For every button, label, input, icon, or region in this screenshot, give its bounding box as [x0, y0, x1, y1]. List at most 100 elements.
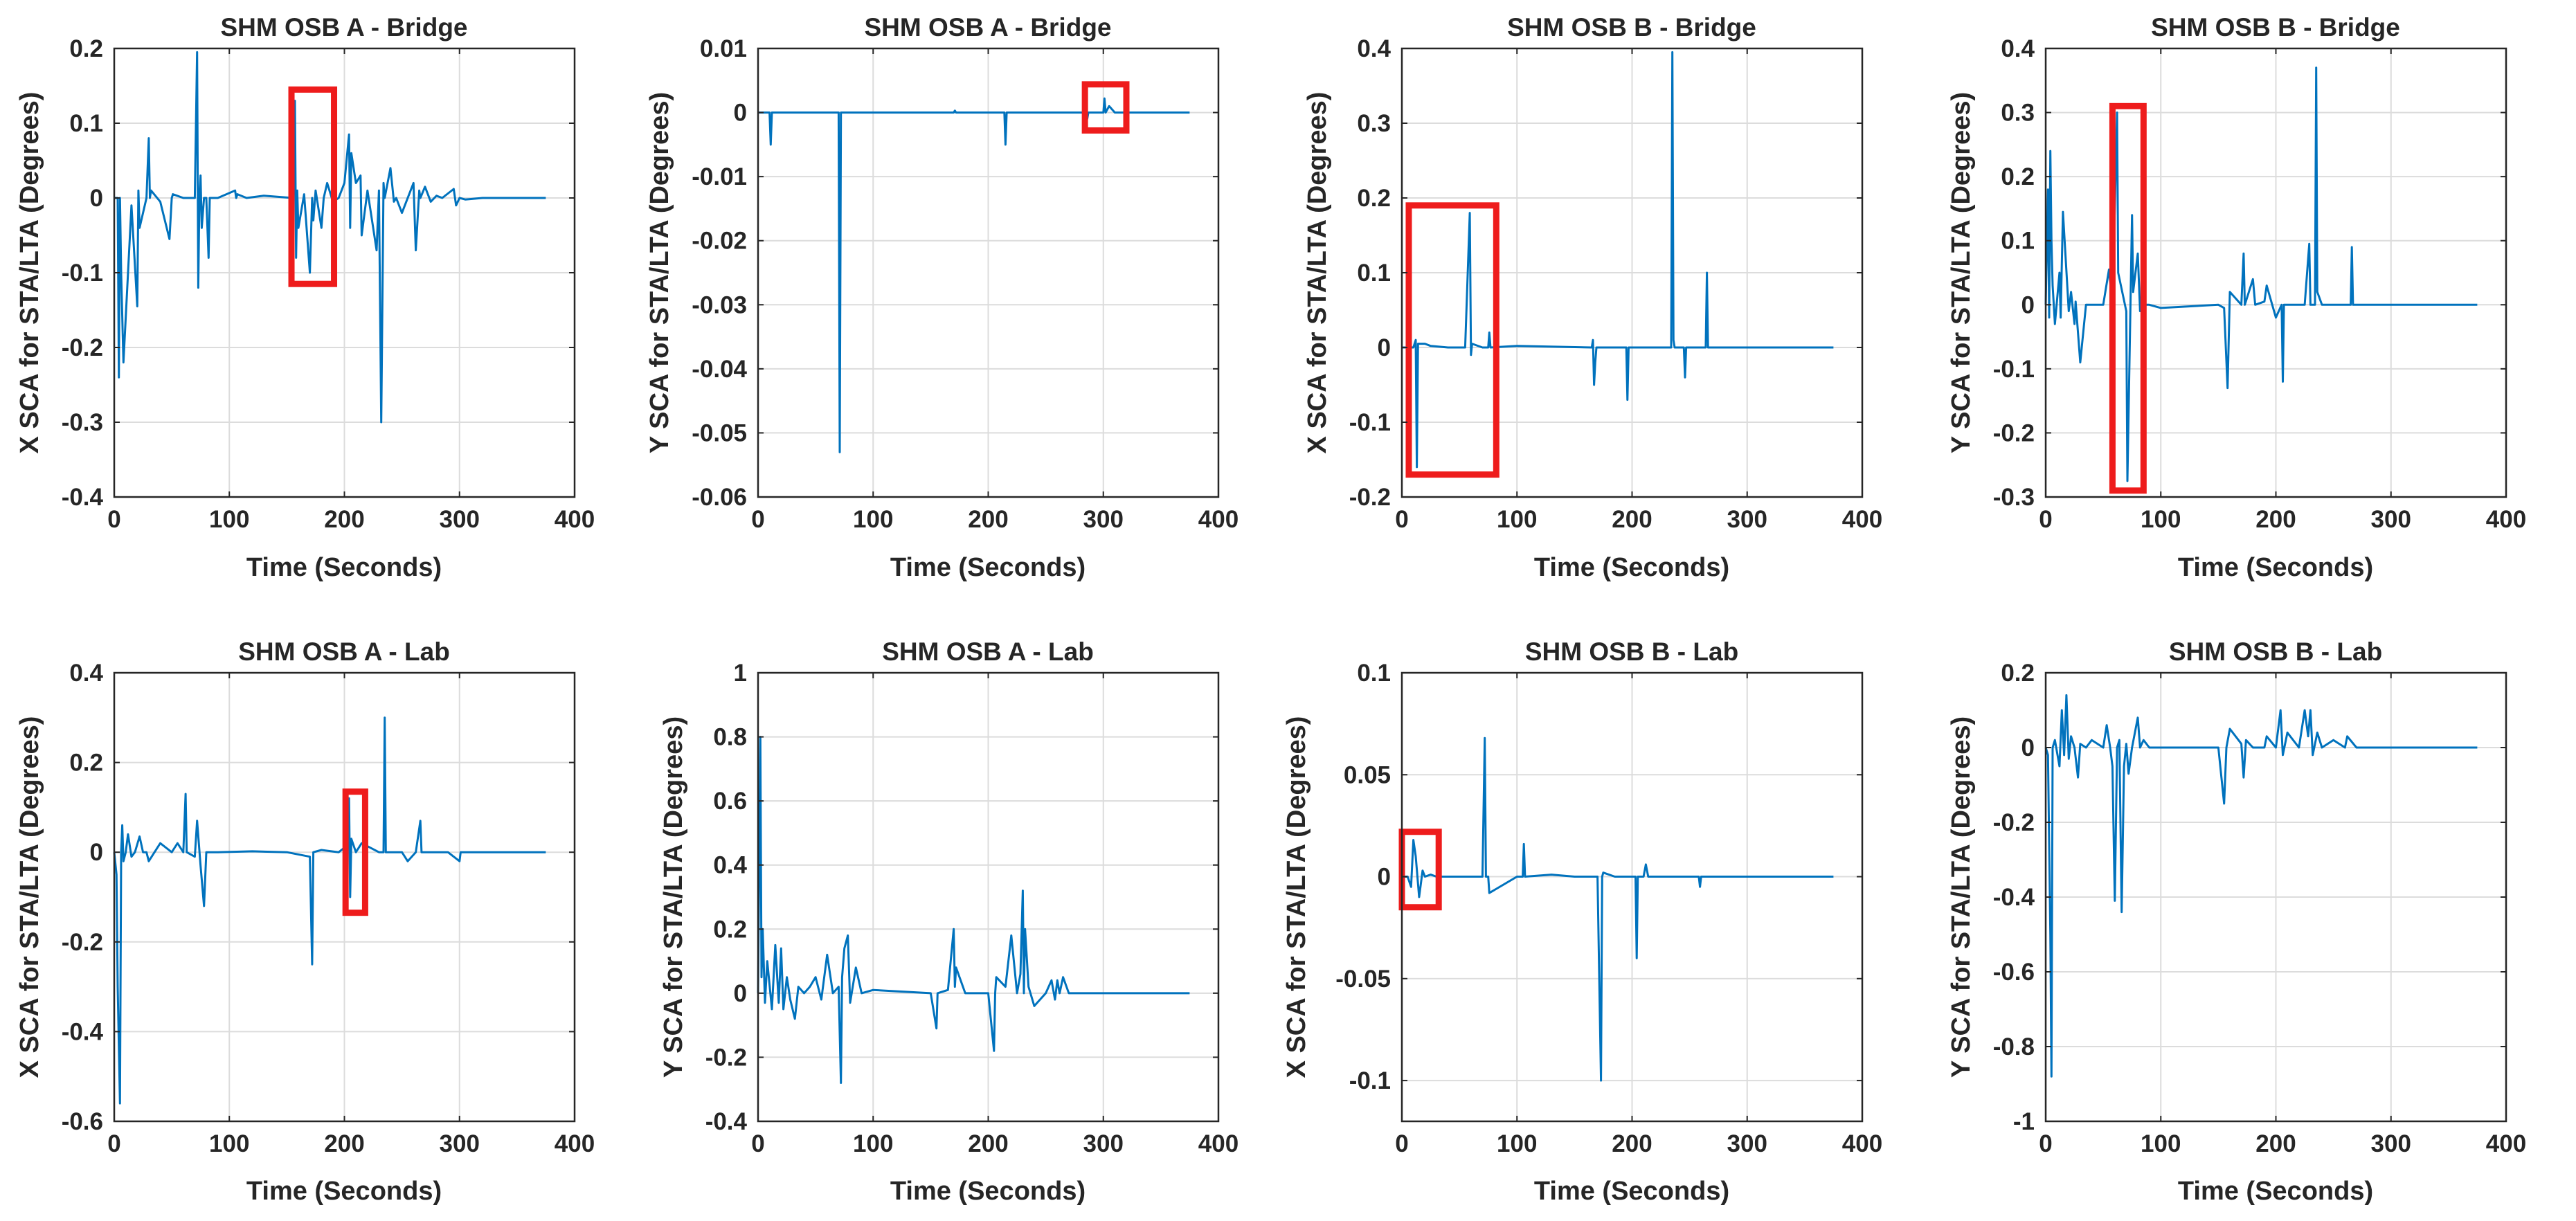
subplot-7-series-line: [1402, 736, 1834, 1082]
subplot-4-ytick-label-1: -0.2: [1993, 419, 2035, 446]
subplot-3-highlight-box-0: [1405, 202, 1499, 478]
subplot-4-ytick-label-4: 0.1: [2001, 228, 2035, 255]
subplot-5-xlabel: Time (Seconds): [246, 1177, 442, 1206]
subplot-7-xtick-label-0: 0: [1395, 1130, 1408, 1157]
subplot-6-ytick-label-4: 0.4: [713, 852, 747, 879]
subplot-7: SHM OSB B - Lab Time (Seconds) X SCA for…: [1282, 637, 1882, 1206]
subplot-5-ylabel: X SCA for STA/LTA (Degrees): [15, 716, 44, 1078]
subplot-5-xtick-label-2: 200: [324, 1130, 364, 1157]
subplot-1-ytick-label-3: -0.1: [62, 260, 103, 287]
subplot-8-title: SHM OSB B - Lab: [2169, 637, 2382, 666]
subplot-2-title: SHM OSB A - Bridge: [865, 13, 1112, 42]
subplot-1-ytick-label-5: 0.1: [69, 110, 103, 137]
subplot-4-xtick-label-1: 100: [2141, 506, 2181, 533]
subplot-2-xtick-label-1: 100: [853, 506, 893, 533]
subplot-8-xtick-label-2: 200: [2255, 1130, 2296, 1157]
subplot-2: SHM OSB A - Bridge Time (Seconds) Y SCA …: [645, 13, 1239, 582]
subplot-8-ytick-label-5: 0: [2021, 734, 2035, 761]
subplot-2-xtick-label-2: 200: [968, 506, 1008, 533]
subplot-5-ytick-label-3: 0: [90, 839, 103, 866]
subplot-6-ytick-label-2: 0: [734, 980, 747, 1007]
subplot-3-xtick-label-0: 0: [1395, 506, 1408, 533]
subplot-3-ytick-label-3: 0.1: [1357, 260, 1391, 287]
subplot-4-xlabel: Time (Seconds): [2178, 553, 2373, 582]
subplot-4-ytick-label-5: 0.2: [2001, 163, 2035, 190]
subplot-3-title: SHM OSB B - Bridge: [1507, 13, 1756, 42]
subplot-6-ytick-label-3: 0.2: [713, 916, 747, 943]
subplot-7-xtick-label-3: 300: [1727, 1130, 1767, 1157]
subplot-1-title: SHM OSB A - Bridge: [221, 13, 468, 42]
subplot-2-ytick-label-1: -0.05: [692, 419, 747, 446]
subplot-2-ytick-label-3: -0.03: [692, 291, 747, 318]
subplot-7-ytick-label-0: -0.1: [1349, 1067, 1391, 1094]
subplot-5-xtick-label-3: 300: [440, 1130, 480, 1157]
subplot-7-ytick-label-3: 0.05: [1344, 761, 1391, 788]
subplot-8-ylabel: Y SCA for STA/LTA (Degrees): [1947, 716, 1976, 1078]
subplot-8-series-line: [2044, 694, 2478, 1078]
subplot-4-highlight-box-0: [2109, 102, 2147, 494]
subplot-6-xlabel: Time (Seconds): [890, 1177, 1086, 1206]
subplot-2-ytick-label-2: -0.04: [692, 356, 747, 383]
subplot-8-xlabel: Time (Seconds): [2178, 1177, 2373, 1206]
subplot-6-ytick-label-1: -0.2: [705, 1044, 747, 1071]
subplot-5-ytick-label-4: 0.2: [69, 750, 103, 777]
subplot-4-xtick-label-3: 300: [2371, 506, 2411, 533]
subplot-1-series-line: [114, 51, 546, 424]
subplot-7-xtick-label-2: 200: [1612, 1130, 1652, 1157]
subplot-8-ytick-label-0: -1: [2013, 1108, 2035, 1135]
subplot-2-ytick-label-7: 0.01: [700, 35, 747, 62]
subplot-1-xtick-label-0: 0: [107, 506, 120, 533]
subplot-6-xtick-label-0: 0: [751, 1130, 764, 1157]
subplot-5-highlight-box-0: [342, 788, 368, 916]
subplot-3-series-line: [1402, 51, 1834, 469]
subplot-4-ytick-label-2: -0.1: [1993, 356, 2035, 383]
subplot-8-xtick-label-1: 100: [2141, 1130, 2181, 1157]
subplot-7-ytick-label-2: 0: [1378, 864, 1391, 891]
subplot-5-ytick-label-0: -0.6: [62, 1108, 103, 1135]
subplot-7-ytick-label-1: -0.05: [1335, 966, 1391, 993]
subplot-3-xtick-label-1: 100: [1497, 506, 1537, 533]
subplot-6-xtick-label-2: 200: [968, 1130, 1008, 1157]
subplot-6-ytick-label-0: -0.4: [705, 1108, 748, 1135]
subplot-4-ylabel: Y SCA for STA/LTA (Degrees): [1947, 92, 1976, 453]
subplot-3-ytick-label-4: 0.2: [1357, 185, 1391, 212]
subplot-2-xtick-label-4: 400: [1198, 506, 1239, 533]
subplot-8-ytick-label-3: -0.4: [1993, 884, 2035, 911]
subplot-3-ytick-label-6: 0.4: [1357, 35, 1391, 62]
subplot-8-ytick-label-1: -0.8: [1993, 1033, 2035, 1060]
subplot-3-xtick-label-4: 400: [1842, 506, 1882, 533]
subplot-8-xtick-label-3: 300: [2371, 1130, 2411, 1157]
subplot-5-xtick-label-4: 400: [555, 1130, 595, 1157]
subplot-3-ytick-label-1: -0.1: [1349, 409, 1391, 436]
subplot-6-ylabel: Y SCA for STA/LTA (Degrees): [659, 716, 688, 1078]
subplot-5-xtick-label-1: 100: [209, 1130, 249, 1157]
subplot-1-ytick-label-2: -0.2: [62, 334, 103, 361]
subplot-7-xtick-label-1: 100: [1497, 1130, 1537, 1157]
subplot-2-ytick-label-0: -0.06: [692, 484, 747, 511]
subplot-2-xtick-label-3: 300: [1083, 506, 1124, 533]
subplot-3-xtick-label-2: 200: [1612, 506, 1652, 533]
subplot-7-xtick-label-4: 400: [1842, 1130, 1882, 1157]
subplot-1-highlight-box-0: [288, 86, 338, 287]
subplot-1-xlabel: Time (Seconds): [246, 553, 442, 582]
subplot-7-ylabel: X SCA for STA/LTA (Degrees): [1282, 716, 1311, 1078]
subplot-2-xlabel: Time (Seconds): [890, 553, 1086, 582]
subplot-7-ytick-label-4: 0.1: [1357, 660, 1391, 687]
subplot-1-ytick-label-4: 0: [90, 185, 103, 212]
subplot-4-series-line: [2044, 66, 2478, 482]
subplot-5-ytick-label-2: -0.2: [62, 929, 103, 956]
subplot-5-title: SHM OSB A - Lab: [238, 637, 450, 666]
subplot-1-ylabel: X SCA for STA/LTA (Degrees): [15, 92, 44, 454]
subplot-3-ytick-label-5: 0.3: [1357, 110, 1391, 137]
subplot-6-xtick-label-4: 400: [1198, 1130, 1239, 1157]
subplot-3-ylabel: X SCA for STA/LTA (Degrees): [1303, 92, 1332, 454]
subplot-4: SHM OSB B - Bridge Time (Seconds) Y SCA …: [1947, 13, 2526, 582]
subplot-1-xtick-label-3: 300: [440, 506, 480, 533]
subplot-8: SHM OSB B - Lab Time (Seconds) Y SCA for…: [1947, 637, 2526, 1206]
subplot-8-ytick-label-6: 0.2: [2001, 660, 2035, 687]
subplot-4-ytick-label-0: -0.3: [1993, 484, 2035, 511]
subplot-4-ytick-label-6: 0.3: [2001, 100, 2035, 127]
subplot-4-ytick-label-7: 0.4: [2001, 35, 2035, 62]
subplot-2-series-line: [758, 97, 1190, 453]
